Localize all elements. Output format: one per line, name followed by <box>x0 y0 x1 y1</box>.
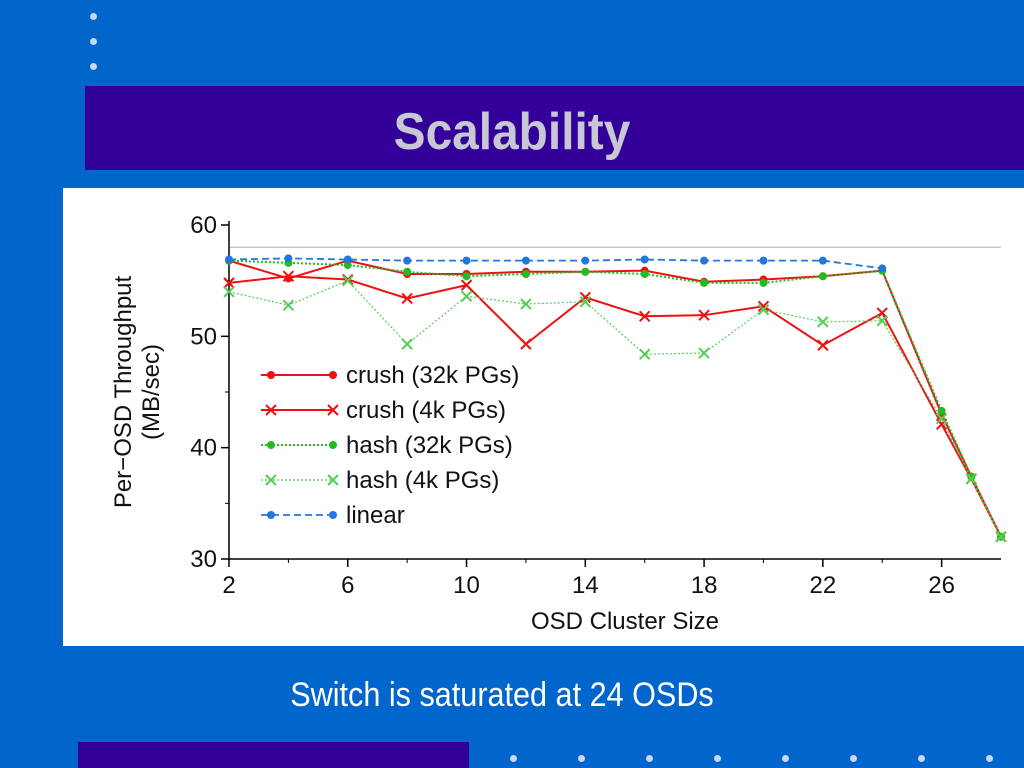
data-point-hash-32k-pgs <box>343 261 352 270</box>
legend-marker <box>267 371 275 379</box>
legend-marker <box>265 404 277 416</box>
data-point-linear <box>878 264 887 273</box>
data-point-linear <box>640 255 649 264</box>
data-point-hash-32k-pgs <box>937 406 946 415</box>
data-point-hash-4k-pgs <box>757 303 770 316</box>
data-point-linear <box>581 256 590 265</box>
data-point-hash-4k-pgs <box>401 338 413 350</box>
series-line-crush-32k-pgs <box>228 259 1002 538</box>
data-point-hash-32k-pgs <box>462 272 471 281</box>
y-tick-label: 30 <box>190 546 217 573</box>
x-tick-label: 6 <box>341 572 354 599</box>
decor-dot <box>714 755 721 762</box>
x-tick-label: 14 <box>572 572 599 599</box>
data-point-linear <box>759 256 768 265</box>
data-point-hash-32k-pgs <box>521 269 530 278</box>
legend-marker <box>265 474 277 486</box>
data-point-hash-32k-pgs <box>640 269 649 278</box>
decor-dot <box>782 755 789 762</box>
data-point-hash-32k-pgs <box>581 267 590 276</box>
y-axis-label-group: Per−OSD Throughput (MB/sec) <box>110 275 165 508</box>
decor-dot <box>646 755 653 762</box>
legend-label-linear: linear <box>346 502 405 529</box>
series-line-hash-32k-pgs <box>228 259 1002 538</box>
decor-dot <box>90 38 97 45</box>
data-point-crush-4k-pgs <box>520 338 532 350</box>
data-point-crush-4k-pgs <box>401 292 413 305</box>
data-point-hash-4k-pgs <box>935 413 948 425</box>
x-tick-label: 2 <box>222 572 235 599</box>
data-point-hash-4k-pgs <box>223 286 235 298</box>
y-tick-label: 50 <box>190 323 217 350</box>
data-point-linear <box>343 255 352 264</box>
data-point-hash-4k-pgs <box>342 274 354 287</box>
data-point-linear <box>284 254 293 263</box>
legend-marker <box>327 404 339 416</box>
data-point-hash-4k-pgs <box>817 316 829 328</box>
decor-dot <box>510 755 517 762</box>
data-point-hash-4k-pgs <box>698 347 710 359</box>
legend-label-crush-4k-pgs: crush (4k PGs) <box>346 397 506 424</box>
decor-dot <box>578 755 585 762</box>
data-point-crush-4k-pgs <box>223 277 235 289</box>
y-tick-label: 60 <box>190 212 217 239</box>
data-point-hash-32k-pgs <box>759 278 768 287</box>
series-line-hash-4k-pgs <box>228 279 1002 538</box>
title-band <box>85 86 1024 170</box>
legend-marker <box>327 474 339 486</box>
bottom-band <box>78 742 469 768</box>
slide-caption: Switch is saturated at 24 OSDs <box>290 676 714 714</box>
data-point-crush-4k-pgs <box>698 309 710 321</box>
y-axis-label: Per−OSD Throughput <box>110 275 137 508</box>
data-point-hash-32k-pgs <box>700 278 709 287</box>
data-point-linear <box>225 255 233 264</box>
data-point-crush-4k-pgs <box>282 270 295 282</box>
legend-marker <box>329 441 337 449</box>
legend-marker <box>267 511 275 519</box>
data-point-hash-4k-pgs <box>876 315 888 327</box>
x-tick-label: 18 <box>691 572 718 599</box>
data-point-hash-4k-pgs <box>579 296 592 308</box>
legend-marker <box>267 441 275 449</box>
legend-marker <box>329 371 337 379</box>
x-tick-label: 26 <box>928 572 955 599</box>
data-point-hash-4k-pgs <box>460 290 473 302</box>
y-tick-label: 40 <box>190 435 217 462</box>
decor-dot <box>850 755 857 762</box>
series-line-linear <box>228 257 883 270</box>
data-point-linear <box>521 256 530 265</box>
decor-dot <box>90 63 97 70</box>
legend-label-hash-32k-pgs: hash (32k PGs) <box>346 432 513 459</box>
data-point-linear <box>462 256 471 265</box>
data-point-crush-4k-pgs <box>460 279 473 291</box>
x-tick-label: 22 <box>809 572 836 599</box>
data-point-crush-4k-pgs <box>817 339 829 351</box>
data-point-crush-4k-pgs <box>579 291 592 304</box>
data-point-hash-32k-pgs <box>403 267 412 276</box>
data-point-hash-4k-pgs <box>995 531 1007 543</box>
data-point-hash-4k-pgs <box>282 299 295 311</box>
data-point-crush-4k-pgs <box>935 418 948 430</box>
x-axis-label: OSD Cluster Size <box>531 608 719 635</box>
legend-marker <box>329 511 337 519</box>
y-axis-label: (MB/sec) <box>138 344 165 440</box>
legend-label-hash-4k-pgs: hash (4k PGs) <box>346 467 499 494</box>
data-point-hash-4k-pgs <box>638 348 651 360</box>
chart-panel: 30 40 50 60 2 6 10 14 18 22 26 OSD Cluster Size Per−… <box>63 188 1024 646</box>
x-tick-label: 10 <box>453 572 480 599</box>
decor-dot <box>90 13 97 20</box>
decor-dot <box>918 755 925 762</box>
data-point-crush-4k-pgs <box>757 300 770 312</box>
data-point-linear <box>818 256 827 265</box>
data-point-crush-4k-pgs <box>638 310 651 323</box>
data-point-linear <box>403 256 412 265</box>
data-point-linear <box>700 256 709 265</box>
data-point-hash-4k-pgs <box>520 298 532 310</box>
data-point-hash-4k-pgs <box>965 473 978 485</box>
legend-label-crush-32k-pgs: crush (32k PGs) <box>346 362 519 389</box>
decor-dot <box>986 755 993 762</box>
slide-title: Scalability <box>393 103 631 161</box>
data-point-hash-32k-pgs <box>818 272 827 281</box>
